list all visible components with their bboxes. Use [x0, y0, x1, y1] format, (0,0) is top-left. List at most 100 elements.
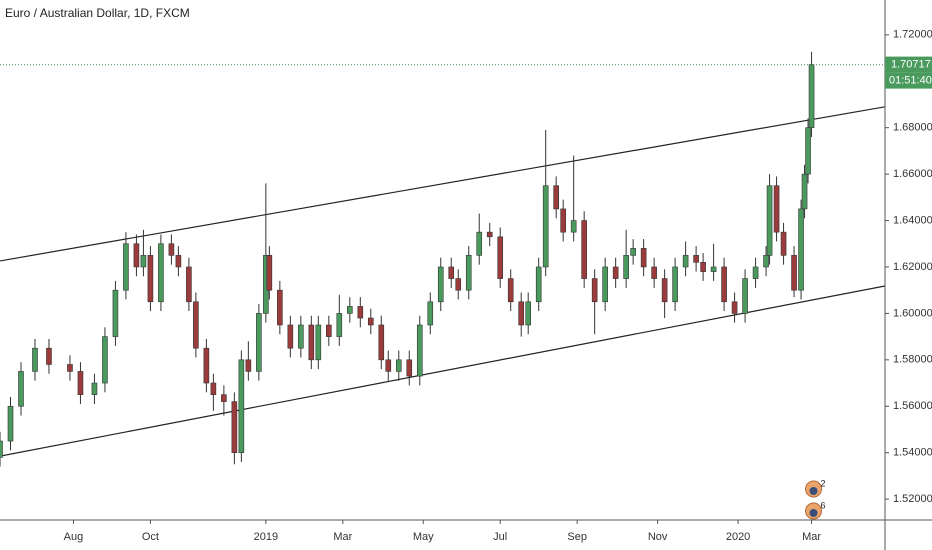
candle-body	[640, 248, 647, 268]
candle-body	[112, 289, 119, 337]
candle-body	[315, 324, 322, 361]
candle-body	[238, 359, 245, 453]
candle-body	[497, 236, 504, 279]
trend-line	[0, 106, 885, 262]
candle-body	[763, 255, 769, 268]
chart-title: Euro / Australian Dollar, 1D, FXCM	[5, 6, 190, 20]
candle-body	[91, 382, 98, 395]
x-tick-label: Aug	[64, 531, 84, 543]
candle-body	[221, 394, 227, 402]
y-tick-label: 1.66000	[893, 168, 932, 180]
candle-body	[721, 266, 727, 303]
x-tick-label: Mar	[802, 531, 821, 543]
y-tick-label: 1.52000	[893, 493, 932, 505]
plot-area	[0, 51, 885, 467]
candle-body	[147, 255, 154, 303]
y-tick-label: 1.68000	[893, 122, 932, 134]
y-tick-label: 1.64000	[893, 214, 932, 226]
trend-line	[0, 285, 885, 457]
candle-body	[651, 266, 657, 279]
candle-body	[612, 266, 619, 279]
candle-body	[308, 324, 315, 361]
candle-body	[798, 208, 804, 291]
candle-body	[347, 306, 353, 314]
candle-body	[780, 231, 787, 256]
candle-body	[630, 248, 636, 256]
x-tick-label: Mar	[333, 531, 352, 543]
event-count: 2	[821, 478, 826, 488]
x-tick-label: Jul	[493, 531, 507, 543]
candle-body	[7, 405, 14, 442]
candle-body	[298, 324, 304, 349]
candle-body	[245, 359, 252, 372]
candle-body	[67, 364, 73, 372]
candle-body	[448, 266, 455, 279]
candle-body	[465, 255, 472, 291]
candle-body	[535, 266, 542, 303]
candle-body	[525, 301, 532, 326]
candle-body	[32, 347, 38, 372]
candle-body	[140, 255, 147, 268]
countdown-box	[885, 72, 932, 89]
candle-body	[752, 266, 759, 279]
candle-body	[560, 208, 566, 233]
x-tick-label: May	[413, 531, 434, 543]
candle-body	[805, 127, 811, 175]
candle-body	[18, 371, 24, 407]
candle-body	[46, 347, 52, 365]
candle-body	[672, 266, 678, 303]
candle-body	[773, 185, 780, 233]
candle-body	[175, 255, 182, 268]
candle-body	[102, 336, 108, 384]
candle-body	[602, 266, 608, 303]
candle-body	[203, 347, 210, 384]
candle-body	[357, 306, 364, 319]
candle-body	[518, 301, 525, 326]
candle-body	[186, 266, 192, 303]
overlay: 1.70717 01:51:40 2 6	[805, 56, 932, 520]
candle-body	[367, 317, 374, 326]
candle-body	[476, 231, 483, 256]
candle-body	[287, 324, 294, 349]
candle-body	[326, 324, 332, 337]
event-count: 6	[821, 500, 826, 510]
candle-body	[133, 243, 140, 268]
candle-body	[581, 220, 587, 279]
candle-body	[486, 231, 493, 238]
candle-body	[661, 278, 668, 303]
candle-body	[123, 243, 129, 291]
candle-body	[710, 266, 717, 272]
candle-body	[77, 371, 84, 395]
candle-body	[808, 64, 815, 128]
candle-body	[553, 185, 559, 210]
y-tick-label: 1.56000	[893, 400, 932, 412]
candle-body	[406, 359, 413, 377]
candle-body	[277, 289, 283, 326]
candle-body	[570, 220, 577, 233]
candle-body	[0, 440, 3, 458]
candle-body	[700, 262, 706, 272]
y-tick-label: 1.60000	[893, 307, 932, 319]
candle-body	[231, 401, 238, 453]
candle-body	[693, 255, 699, 263]
candle-body	[801, 173, 808, 210]
countdown-label: 01:51:40	[889, 75, 932, 87]
y-tick-label: 1.58000	[893, 354, 932, 366]
candle-body	[256, 313, 262, 372]
x-tick-label: 2020	[726, 531, 750, 543]
x-tick-label: Nov	[648, 531, 668, 543]
candle-body	[731, 301, 738, 314]
candle-body	[158, 243, 164, 303]
candle-body	[210, 382, 217, 395]
candle-body	[766, 185, 773, 256]
candle-body	[378, 324, 385, 361]
x-tick-label: Sep	[567, 531, 587, 543]
candle-body	[395, 359, 402, 372]
x-tick-label: 2019	[254, 531, 278, 543]
candle-body	[623, 255, 629, 279]
event-icon-inner	[809, 509, 818, 517]
candle-body	[742, 278, 748, 314]
candle-body	[385, 359, 392, 372]
y-tick-label: 1.72000	[893, 29, 932, 41]
